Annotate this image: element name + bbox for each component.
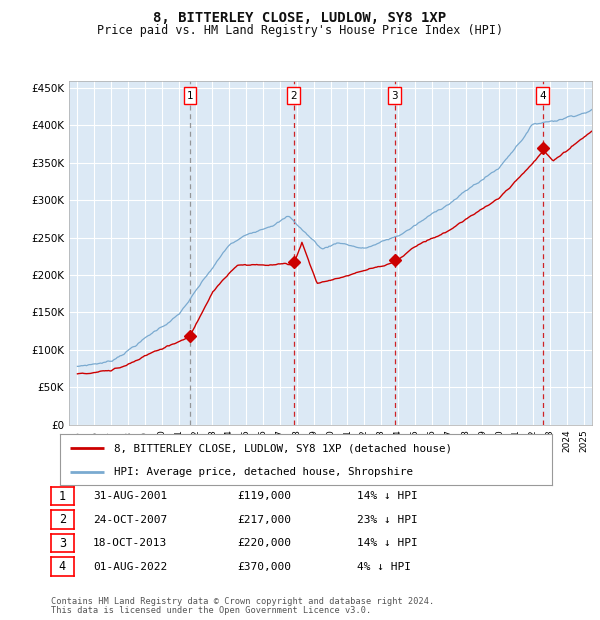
Text: 24-OCT-2007: 24-OCT-2007: [93, 515, 167, 525]
Text: £119,000: £119,000: [237, 491, 291, 501]
Text: 3: 3: [391, 91, 398, 100]
Text: 4: 4: [539, 91, 546, 100]
Text: £220,000: £220,000: [237, 538, 291, 548]
Text: 1: 1: [59, 490, 66, 502]
Text: Price paid vs. HM Land Registry's House Price Index (HPI): Price paid vs. HM Land Registry's House …: [97, 24, 503, 37]
Text: 8, BITTERLEY CLOSE, LUDLOW, SY8 1XP: 8, BITTERLEY CLOSE, LUDLOW, SY8 1XP: [154, 11, 446, 25]
Text: 14% ↓ HPI: 14% ↓ HPI: [357, 491, 418, 501]
Text: HPI: Average price, detached house, Shropshire: HPI: Average price, detached house, Shro…: [114, 467, 413, 477]
Text: 23% ↓ HPI: 23% ↓ HPI: [357, 515, 418, 525]
Text: 4% ↓ HPI: 4% ↓ HPI: [357, 562, 411, 572]
Text: This data is licensed under the Open Government Licence v3.0.: This data is licensed under the Open Gov…: [51, 606, 371, 615]
Text: 18-OCT-2013: 18-OCT-2013: [93, 538, 167, 548]
Text: 2: 2: [59, 513, 66, 526]
Text: 31-AUG-2001: 31-AUG-2001: [93, 491, 167, 501]
Text: 14% ↓ HPI: 14% ↓ HPI: [357, 538, 418, 548]
Text: 8, BITTERLEY CLOSE, LUDLOW, SY8 1XP (detached house): 8, BITTERLEY CLOSE, LUDLOW, SY8 1XP (det…: [114, 443, 452, 453]
Text: £370,000: £370,000: [237, 562, 291, 572]
Text: 3: 3: [59, 537, 66, 549]
Text: 1: 1: [187, 91, 193, 100]
Text: 2: 2: [290, 91, 297, 100]
Text: 01-AUG-2022: 01-AUG-2022: [93, 562, 167, 572]
Text: £217,000: £217,000: [237, 515, 291, 525]
Text: 4: 4: [59, 560, 66, 573]
Text: Contains HM Land Registry data © Crown copyright and database right 2024.: Contains HM Land Registry data © Crown c…: [51, 597, 434, 606]
